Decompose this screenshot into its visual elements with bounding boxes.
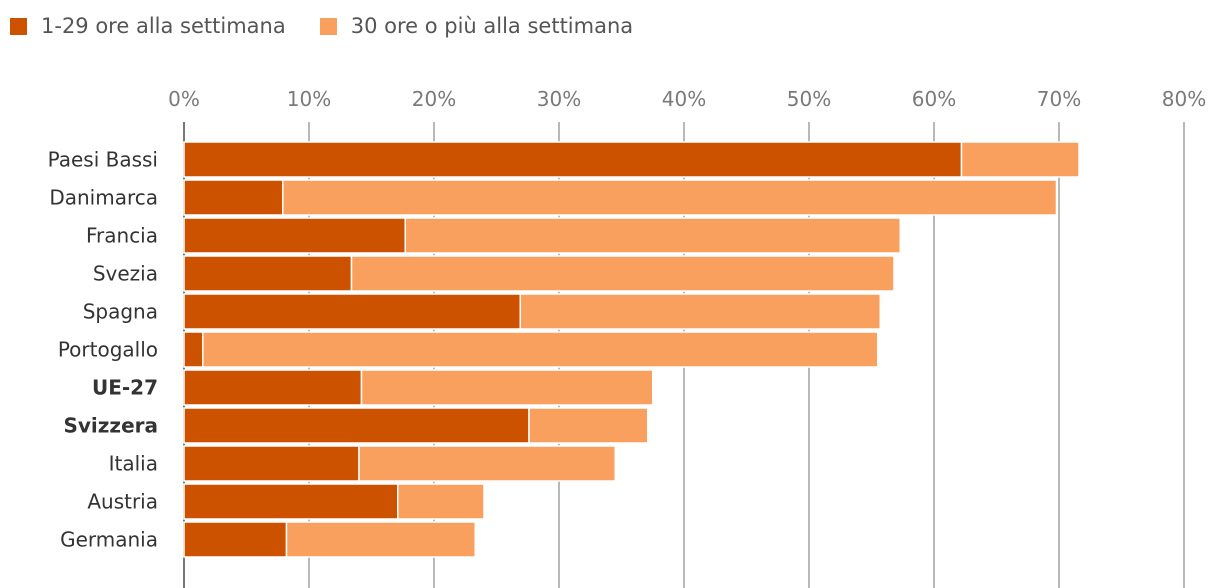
x-tick-label: 60% [912, 87, 956, 111]
category-label: Svezia [93, 262, 158, 286]
x-tick-label: 10% [287, 87, 331, 111]
category-label: Austria [87, 490, 158, 514]
bar-segment-long [528, 407, 649, 444]
bar-segment-long [960, 141, 1080, 178]
bar-segment-long [397, 483, 485, 520]
category-label: Spagna [83, 300, 158, 324]
legend: 1-29 ore alla settimana 30 ore o più all… [10, 14, 633, 38]
x-tick-label: 80% [1162, 87, 1206, 111]
bar-segment-short [183, 483, 399, 520]
category-label: Francia [86, 224, 158, 248]
bar-segment-short [183, 179, 284, 216]
x-axis-ticks: 0% 10% 20% 30% 40% 50% 60% 70% 80% [168, 87, 1206, 111]
category-labels: Paesi Bassi Danimarca Francia Svezia Spagna P… [48, 148, 158, 552]
bar-segment-long [282, 179, 1058, 216]
bar-segment-long [285, 521, 476, 558]
x-tick-label: 0% [168, 87, 200, 111]
bar-segment-short [183, 407, 530, 444]
bar-segment-short [183, 331, 204, 368]
category-label: Italia [109, 452, 158, 476]
legend-item-part-time-short: 1-29 ore alla settimana [10, 14, 286, 38]
legend-item-part-time-long: 30 ore o più alla settimana [319, 14, 634, 38]
x-tick-label: 20% [412, 87, 456, 111]
bar-segment-short [183, 255, 353, 292]
bar-segment-short [183, 141, 963, 178]
bar-segment-short [183, 217, 406, 254]
x-tick-label: 40% [662, 87, 706, 111]
bar-segment-long [350, 255, 895, 292]
x-tick-label: 70% [1037, 87, 1081, 111]
legend-label-long: 30 ore o più alla settimana [350, 14, 634, 38]
bar-segment-long [360, 369, 654, 406]
bar-segment-long [519, 293, 881, 330]
bar-segment-short [183, 369, 363, 406]
bar-segment-short [183, 293, 521, 330]
category-label: Paesi Bassi [48, 148, 158, 172]
bars [183, 141, 1080, 558]
x-tick-label: 30% [537, 87, 581, 111]
x-tick-label: 50% [787, 87, 831, 111]
category-label: Svizzera [63, 414, 158, 438]
bar-segment-long [404, 217, 901, 254]
category-label: Germania [60, 528, 158, 552]
legend-swatch-short [10, 17, 27, 35]
bar-segment-short [183, 521, 288, 558]
legend-swatch-long [319, 17, 337, 35]
category-label: Danimarca [49, 186, 158, 210]
bar-segment-long [358, 445, 616, 482]
bar-segment-short [183, 445, 360, 482]
category-label: UE-27 [92, 376, 158, 400]
bar-segment-long [202, 331, 879, 368]
legend-label-short: 1-29 ore alla settimana [41, 14, 286, 38]
category-label: Portogallo [58, 338, 158, 362]
